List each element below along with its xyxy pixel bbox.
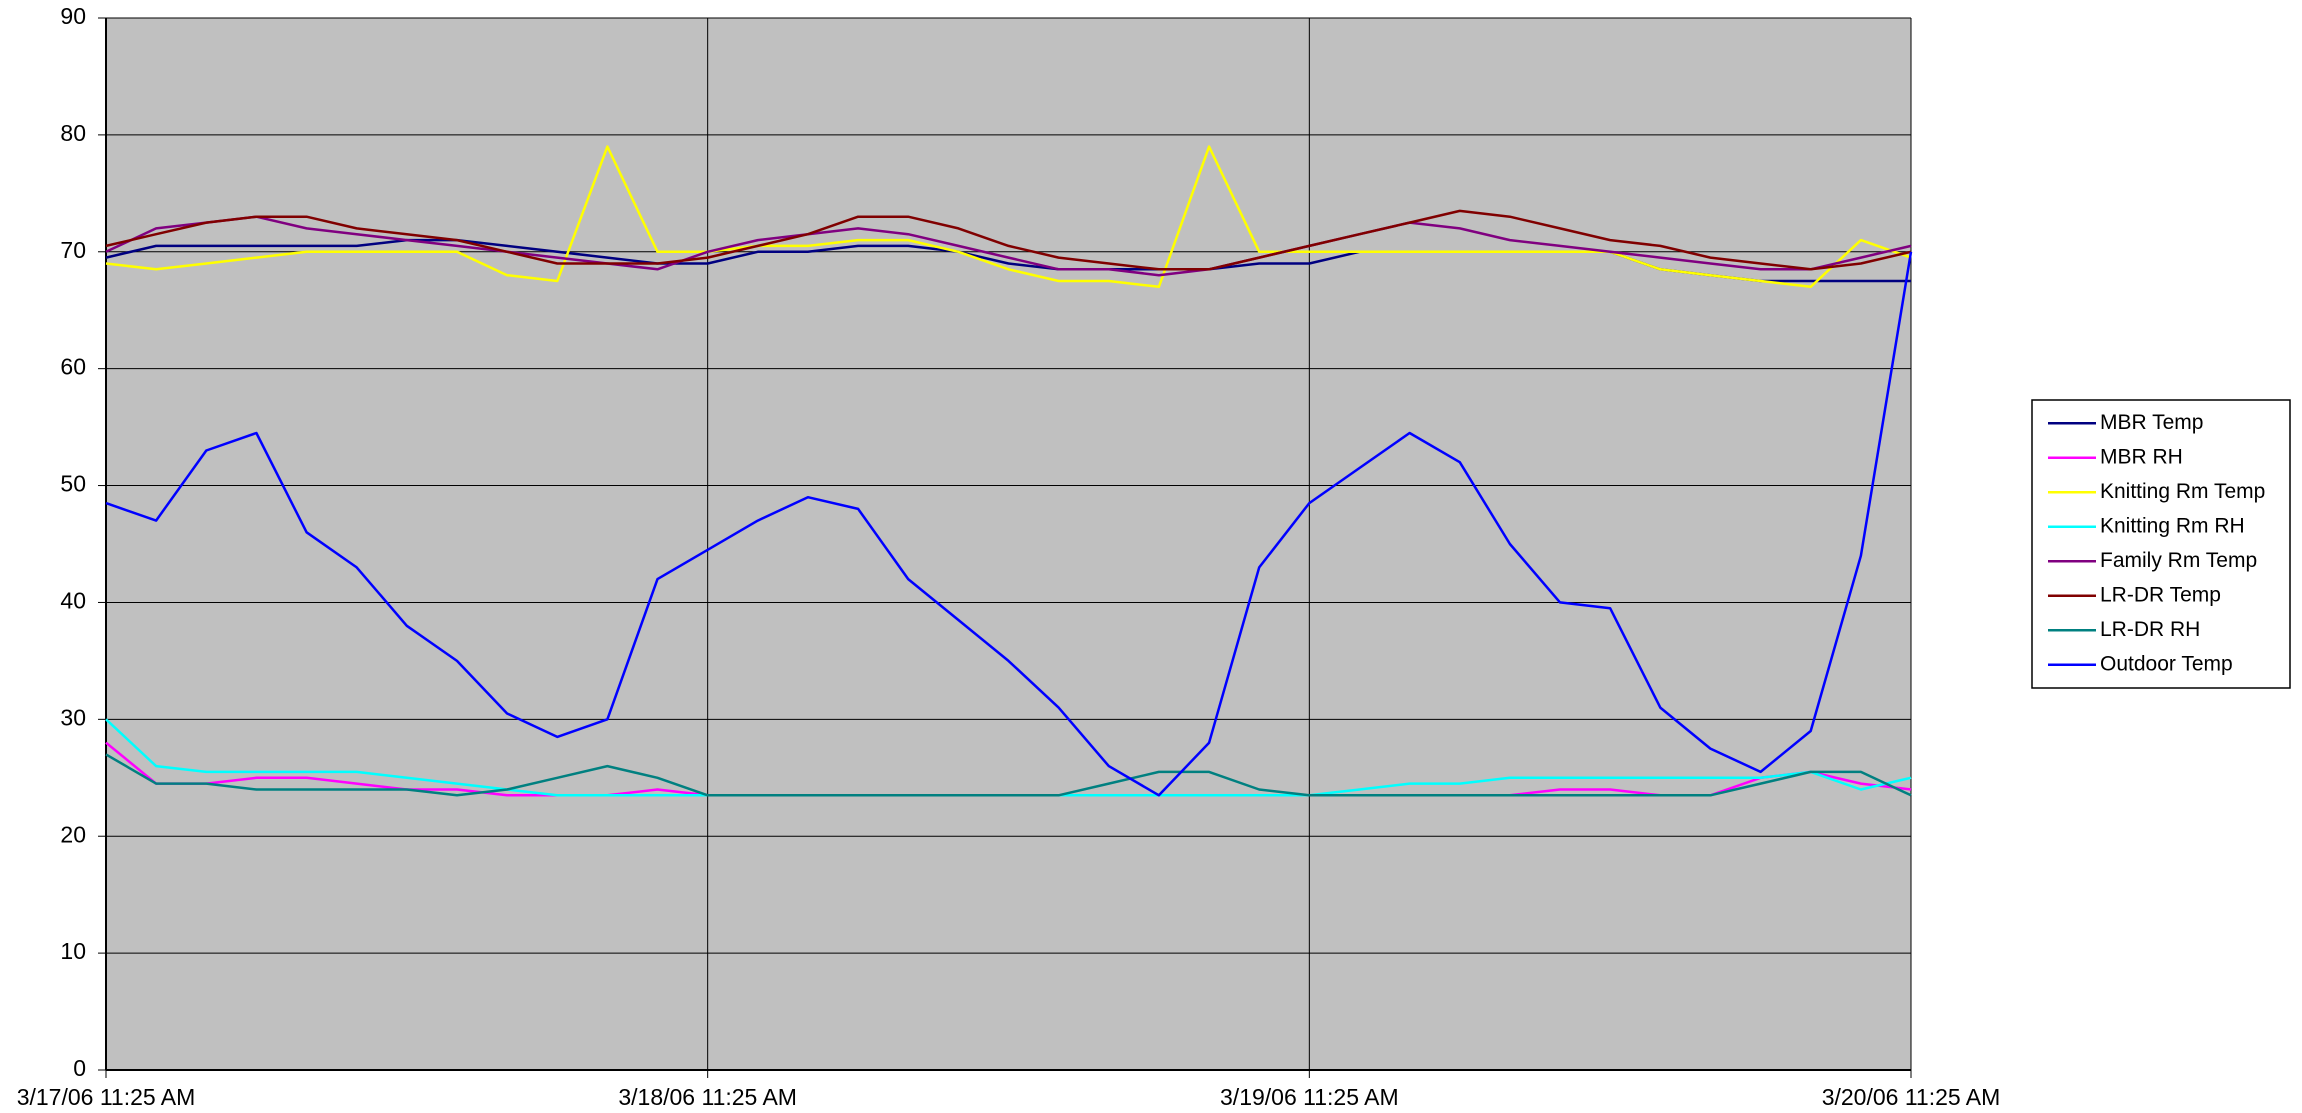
y-tick-label: 60 bbox=[60, 354, 86, 380]
legend-label: Outdoor Temp bbox=[2100, 652, 2233, 675]
legend-label: Knitting Rm RH bbox=[2100, 514, 2245, 537]
y-tick-label: 80 bbox=[60, 120, 86, 146]
legend-label: MBR RH bbox=[2100, 445, 2183, 468]
y-tick-label: 90 bbox=[60, 3, 86, 29]
y-tick-label: 30 bbox=[60, 704, 86, 730]
legend-label: LR-DR RH bbox=[2100, 618, 2200, 641]
series-line bbox=[105, 209, 1912, 271]
y-tick-label: 0 bbox=[73, 1055, 86, 1081]
y-tick-label: 10 bbox=[60, 938, 86, 964]
legend-label: Family Rm Temp bbox=[2100, 549, 2257, 572]
y-tick-label: 50 bbox=[60, 471, 86, 497]
legend-box bbox=[2031, 399, 2291, 689]
legend-label: LR-DR Temp bbox=[2100, 583, 2221, 606]
x-tick-label: 3/17/06 11:25 AM bbox=[17, 1084, 196, 1110]
x-tick-label: 3/20/06 11:25 AM bbox=[1822, 1084, 2001, 1110]
plot-area bbox=[106, 18, 1911, 1070]
legend-label: MBR Temp bbox=[2100, 411, 2203, 434]
series-line bbox=[105, 215, 1912, 277]
y-tick-label: 70 bbox=[60, 237, 86, 263]
legend-label: Knitting Rm Temp bbox=[2100, 480, 2265, 503]
series-line bbox=[105, 251, 1913, 797]
series-line bbox=[105, 753, 1912, 797]
y-tick-label: 40 bbox=[60, 588, 86, 614]
x-tick-label: 3/18/06 11:25 AM bbox=[618, 1084, 797, 1110]
legend: MBR Temp MBR RH Knitting Rm Temp Knitting R… bbox=[2031, 399, 2291, 689]
y-tick-label: 20 bbox=[60, 821, 86, 847]
x-tick-label: 3/19/06 11:25 AM bbox=[1220, 1084, 1399, 1110]
